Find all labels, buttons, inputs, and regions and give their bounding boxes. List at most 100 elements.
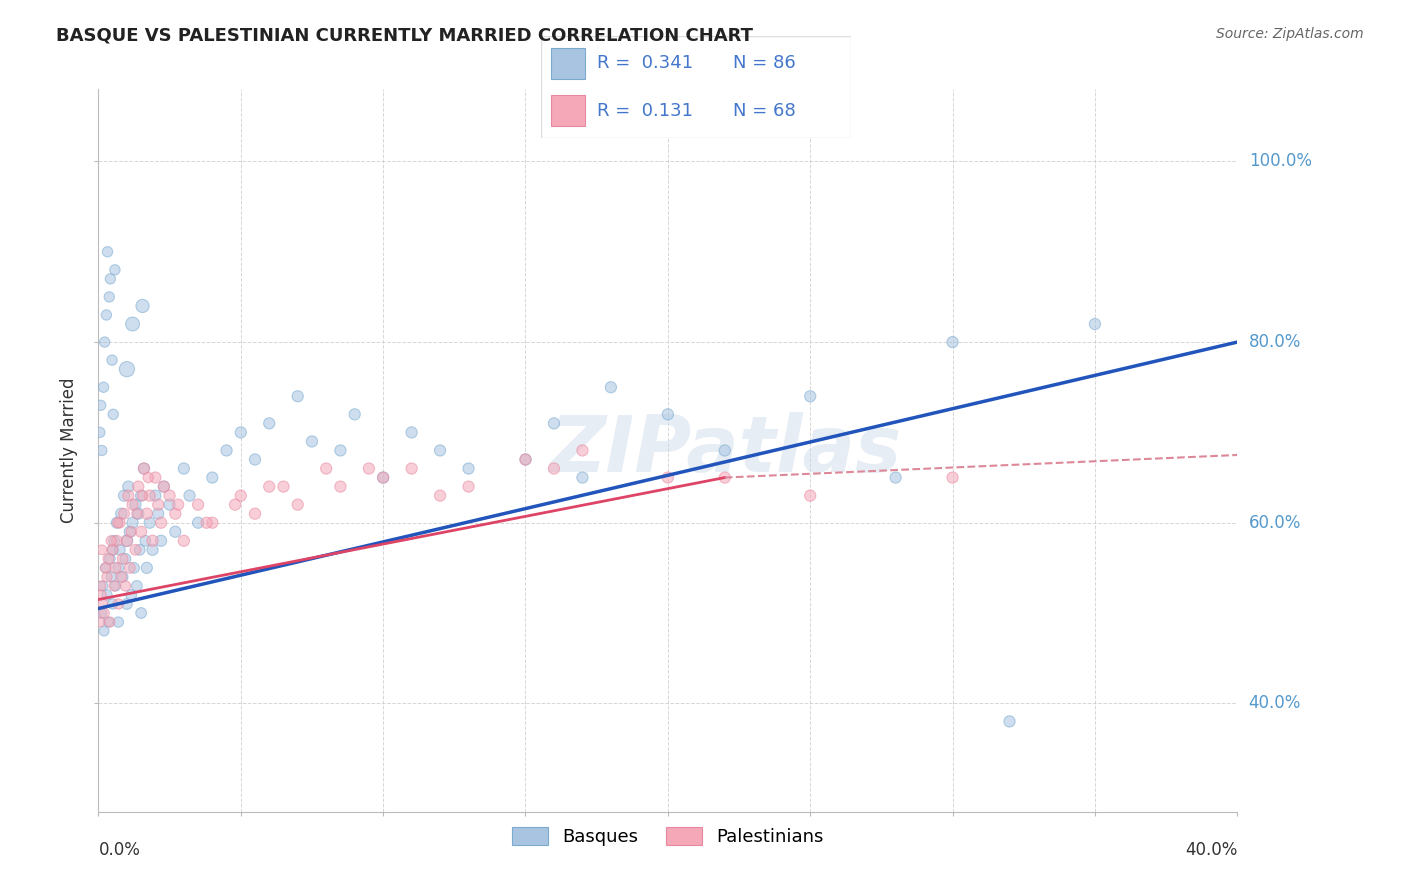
Point: [118, 561, 141, 575]
Point: [90, 579, 112, 593]
Point: [145, 470, 167, 484]
Text: R =  0.131: R = 0.131: [598, 102, 693, 120]
Point: [714, 443, 737, 458]
Point: [115, 597, 138, 611]
Point: [401, 461, 423, 475]
Point: [117, 489, 139, 503]
Point: [457, 461, 479, 475]
Point: [132, 461, 155, 475]
Point: [884, 470, 907, 484]
Point: [129, 524, 152, 539]
Point: [90, 443, 112, 458]
Point: [107, 516, 129, 530]
FancyBboxPatch shape: [551, 95, 585, 126]
Point: [429, 489, 451, 503]
Point: [94, 561, 117, 575]
Point: [942, 470, 965, 484]
Point: [371, 470, 394, 484]
Point: [91, 579, 114, 593]
Point: [329, 443, 352, 458]
Point: [301, 434, 323, 449]
Point: [105, 516, 128, 530]
Point: [998, 714, 1021, 729]
Point: [125, 579, 148, 593]
Point: [429, 443, 451, 458]
Point: [107, 615, 129, 629]
Point: [124, 498, 146, 512]
Point: [150, 533, 173, 548]
Point: [141, 533, 163, 548]
Point: [100, 272, 122, 286]
Point: [115, 362, 138, 376]
Point: [543, 417, 565, 431]
Point: [329, 480, 352, 494]
Point: [110, 507, 132, 521]
FancyBboxPatch shape: [551, 48, 585, 78]
Point: [89, 425, 111, 440]
Point: [571, 443, 593, 458]
Point: [229, 489, 252, 503]
Point: [600, 380, 623, 394]
Point: [371, 470, 394, 484]
Point: [132, 461, 155, 475]
Text: Source: ZipAtlas.com: Source: ZipAtlas.com: [1216, 27, 1364, 41]
Point: [134, 533, 156, 548]
Text: 0.0%: 0.0%: [98, 840, 141, 859]
Point: [112, 489, 135, 503]
Point: [108, 542, 131, 557]
Point: [101, 542, 124, 557]
Point: [118, 524, 141, 539]
Text: ZIPatlas: ZIPatlas: [548, 412, 901, 489]
Point: [167, 498, 190, 512]
Point: [273, 480, 295, 494]
Point: [93, 624, 115, 639]
Point: [93, 334, 115, 349]
Text: 40.0%: 40.0%: [1249, 694, 1301, 713]
Point: [101, 542, 124, 557]
Point: [98, 551, 121, 566]
Point: [110, 570, 132, 584]
Point: [457, 480, 479, 494]
Point: [120, 524, 142, 539]
Point: [103, 407, 125, 422]
Point: [129, 489, 152, 503]
Point: [121, 317, 143, 331]
Point: [138, 489, 160, 503]
Point: [114, 579, 136, 593]
Point: [97, 615, 120, 629]
Point: [287, 498, 309, 512]
Point: [111, 551, 134, 566]
Point: [111, 570, 134, 584]
Point: [125, 507, 148, 521]
Point: [115, 533, 138, 548]
Point: [107, 597, 129, 611]
Point: [129, 606, 152, 620]
Point: [96, 244, 118, 259]
Point: [195, 516, 218, 530]
Point: [543, 461, 565, 475]
Point: [105, 533, 128, 548]
Point: [201, 516, 224, 530]
Point: [90, 398, 112, 412]
Point: [343, 407, 366, 422]
Point: [229, 425, 252, 440]
Point: [108, 516, 131, 530]
Legend: Basques, Palestinians: Basques, Palestinians: [505, 820, 831, 854]
Point: [104, 262, 127, 277]
Point: [259, 480, 281, 494]
Point: [90, 606, 112, 620]
Text: 40.0%: 40.0%: [1185, 840, 1237, 859]
Point: [148, 498, 170, 512]
Point: [121, 498, 143, 512]
Point: [153, 480, 176, 494]
Point: [187, 516, 209, 530]
Point: [243, 452, 266, 467]
Point: [96, 308, 118, 322]
Point: [657, 407, 679, 422]
Point: [98, 290, 121, 304]
Point: [357, 461, 380, 475]
Point: [259, 417, 281, 431]
Point: [121, 516, 143, 530]
Point: [942, 334, 965, 349]
Point: [101, 597, 124, 611]
